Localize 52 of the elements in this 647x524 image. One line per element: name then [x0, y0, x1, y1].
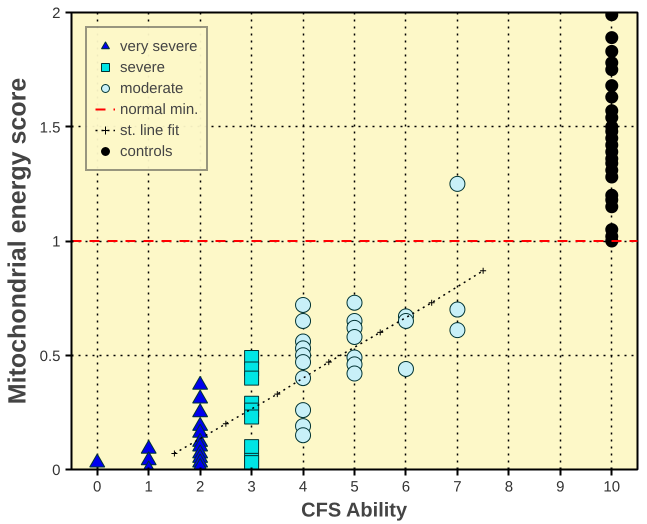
legend-label: normal min. [120, 100, 198, 118]
point [449, 176, 466, 192]
legend-label: st. line fit [120, 122, 180, 138]
point [428, 299, 436, 306]
point [244, 370, 260, 386]
x-tick-label: 2 [196, 478, 204, 496]
point [170, 450, 178, 458]
point [605, 44, 618, 58]
point [222, 420, 230, 428]
legend-label: severe [120, 58, 166, 76]
y-axis-title: Mitochondrial energy score [4, 78, 32, 404]
legend-label: moderate [120, 80, 184, 96]
point [295, 402, 312, 418]
point [346, 328, 362, 345]
point [605, 90, 618, 104]
point [449, 302, 466, 318]
x-tick-label: 9 [556, 478, 564, 496]
point [605, 79, 618, 92]
x-tick-label: 4 [298, 478, 308, 496]
y-tick-label: 1 [52, 234, 60, 250]
point [295, 427, 312, 444]
point [376, 328, 384, 336]
point [274, 390, 281, 398]
x-tick-label: 7 [453, 478, 462, 496]
point [605, 31, 618, 44]
point [398, 360, 414, 377]
point [295, 296, 312, 313]
point [325, 358, 332, 366]
x-tick-label: 3 [247, 478, 256, 496]
x-tick-label: 8 [504, 478, 514, 496]
x-tick-label: 6 [402, 478, 410, 496]
point [449, 322, 466, 338]
x-axis-title: CFS Ability [301, 500, 408, 522]
point [398, 312, 414, 329]
point [244, 409, 260, 424]
point [480, 267, 487, 274]
x-tick-label: 1 [144, 478, 153, 496]
x-tick-label: 0 [93, 478, 102, 496]
point [295, 370, 312, 386]
legend-label: controls [120, 142, 173, 160]
y-tick-label: 0 [52, 462, 60, 479]
point [244, 439, 260, 454]
y-tick-label: 2 [52, 5, 60, 22]
point [346, 294, 362, 311]
x-tick-label: 10 [603, 478, 620, 496]
x-tick-label: 5 [350, 478, 359, 496]
point [295, 354, 312, 370]
y-tick-label: 1.5 [40, 119, 61, 136]
point [346, 366, 362, 382]
y-tick-label: 0.5 [40, 348, 61, 365]
point [295, 312, 312, 329]
legend-label: very severe [120, 38, 198, 54]
